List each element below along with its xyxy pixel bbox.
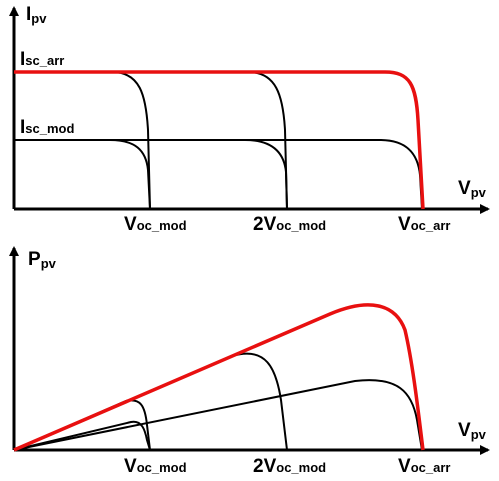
isc-arr-label: Isc_arr	[20, 49, 64, 70]
iv-plot: Ipv Isc_arr Isc_mod Vpv Voc_mod 2Voc_mod…	[9, 4, 490, 235]
pv-x-axis-label: Vpv	[458, 420, 487, 442]
pv-array-curve	[13, 303, 425, 452]
pv-module-curve-3	[13, 352, 288, 451]
pv-plot: Ppv Vpv Voc_mod 2Voc_mod Voc_arr	[9, 246, 490, 477]
iv-y-axis-label: Ipv	[26, 4, 47, 26]
pv-module-curve-4	[13, 379, 423, 451]
iv-module-curve-3	[14, 139, 423, 210]
isc-mod-label: Isc_mod	[20, 117, 74, 138]
iv-tick-voc-mod: Voc_mod	[124, 214, 187, 235]
iv-array-curve	[14, 70, 425, 210]
pv-tick-voc-mod: Voc_mod	[124, 456, 187, 477]
pv-tick-2voc-mod: 2Voc_mod	[253, 456, 326, 477]
iv-module-curve-1	[14, 139, 151, 210]
iv-x-axis-label: Vpv	[458, 178, 487, 200]
pv-module-curve-2	[13, 420, 151, 451]
pv-tick-voc-arr: Voc_arr	[398, 456, 450, 477]
pv-y-axis-label: Ppv	[28, 249, 57, 271]
iv-tick-voc-arr: Voc_arr	[398, 214, 450, 235]
iv-tick-2voc-mod: 2Voc_mod	[253, 214, 326, 235]
